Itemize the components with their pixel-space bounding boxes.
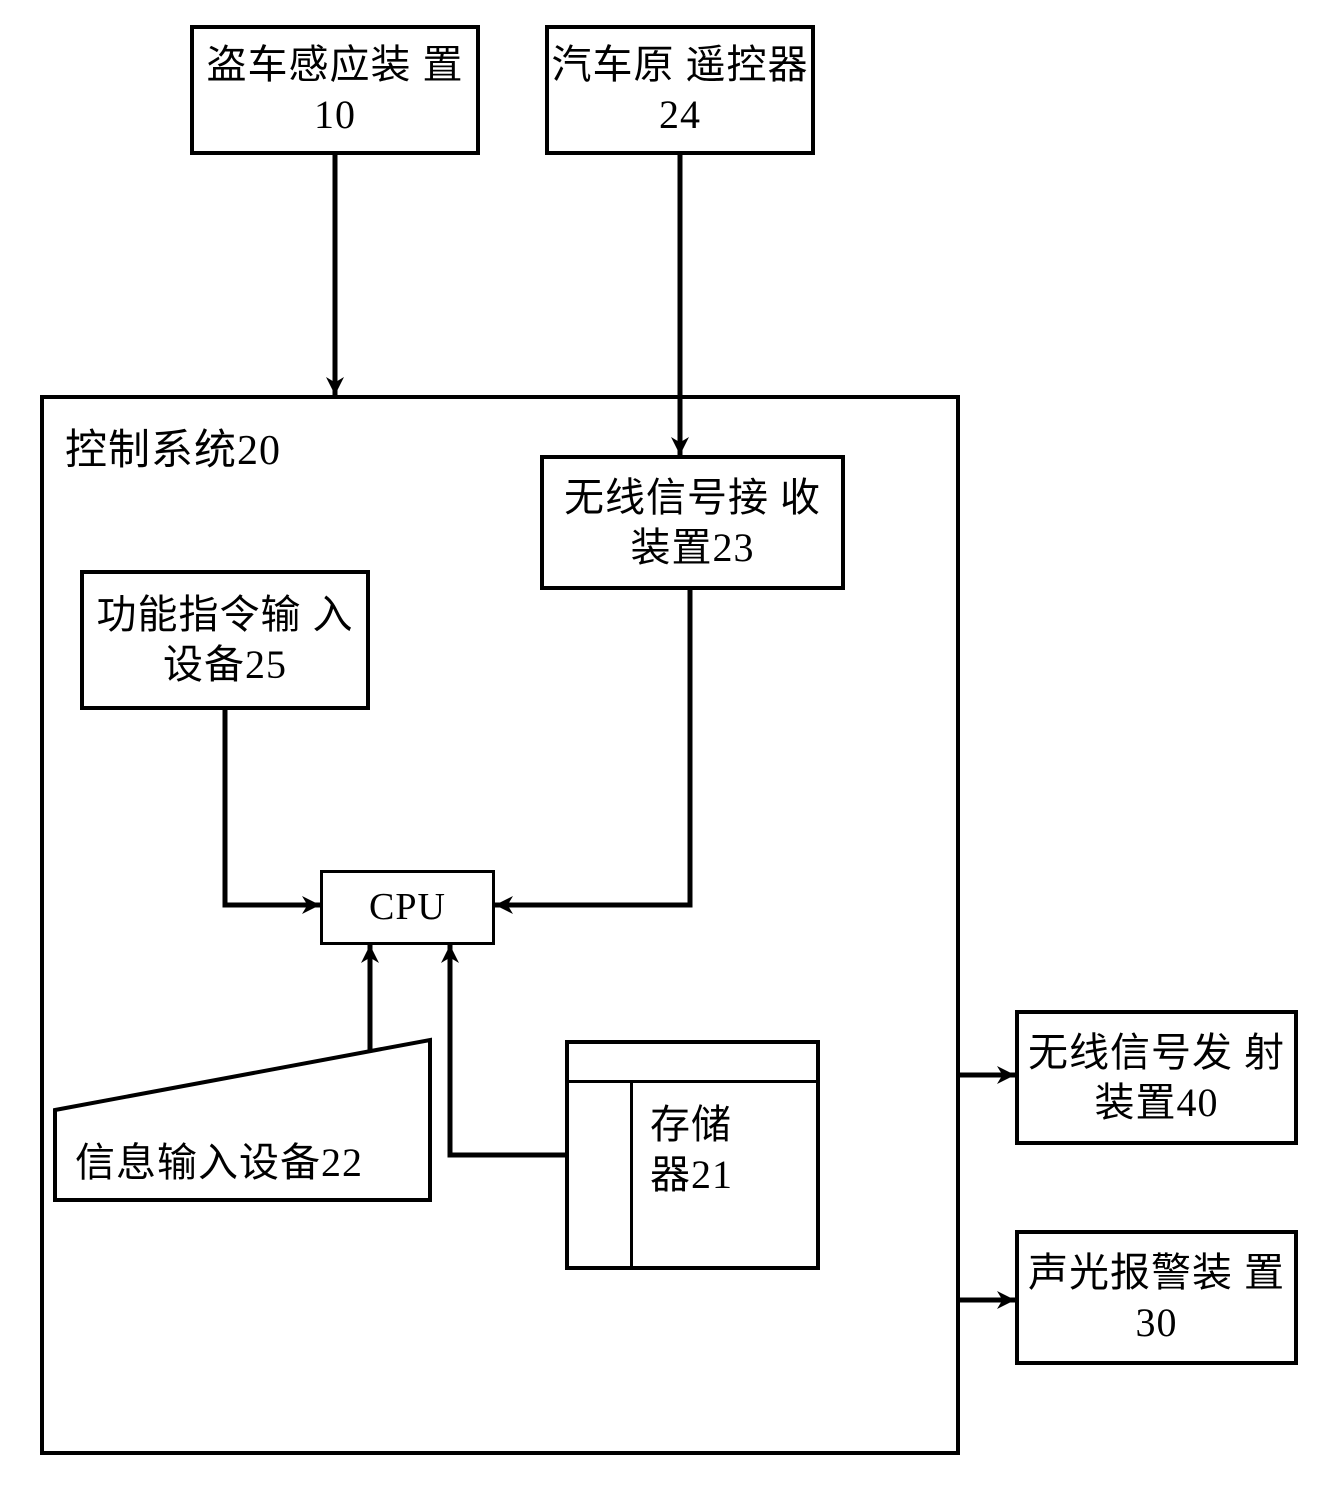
node-wireless-transmitter: 无线信号发 射装置40: [1015, 1010, 1298, 1145]
node-function-command-input-label: 功能指令输 入设备25: [84, 590, 366, 690]
edge-4: [288, 945, 370, 1069]
node-car-remote: 汽车原 遥控器24: [545, 25, 815, 155]
node-theft-sensor: 盗车感应装 置10: [190, 25, 480, 155]
node-storage-divider-horizontal: [565, 1080, 820, 1083]
node-wireless-receiver: 无线信号接 收装置23: [540, 455, 845, 590]
node-sound-light-alarm: 声光报警装 置30: [1015, 1230, 1298, 1365]
node-car-remote-label: 汽车原 遥控器24: [549, 40, 811, 140]
node-storage-divider-vertical: [630, 1080, 633, 1270]
node-info-input-label: 信息输入设备22: [75, 1138, 363, 1188]
edge-5: [450, 945, 565, 1155]
control-system-title: 控制系统20: [65, 425, 281, 478]
node-cpu: CPU: [320, 870, 495, 945]
node-theft-sensor-label: 盗车感应装 置10: [194, 40, 476, 140]
node-storage-label: 存储 器21: [650, 1100, 733, 1200]
node-wireless-receiver-label: 无线信号接 收装置23: [544, 473, 841, 573]
node-wireless-transmitter-label: 无线信号发 射装置40: [1019, 1028, 1294, 1128]
node-sound-light-alarm-label: 声光报警装 置30: [1019, 1248, 1294, 1348]
node-function-command-input: 功能指令输 入设备25: [80, 570, 370, 710]
edge-3: [495, 590, 690, 905]
edge-2: [225, 710, 320, 905]
node-cpu-label: CPU: [369, 884, 446, 932]
